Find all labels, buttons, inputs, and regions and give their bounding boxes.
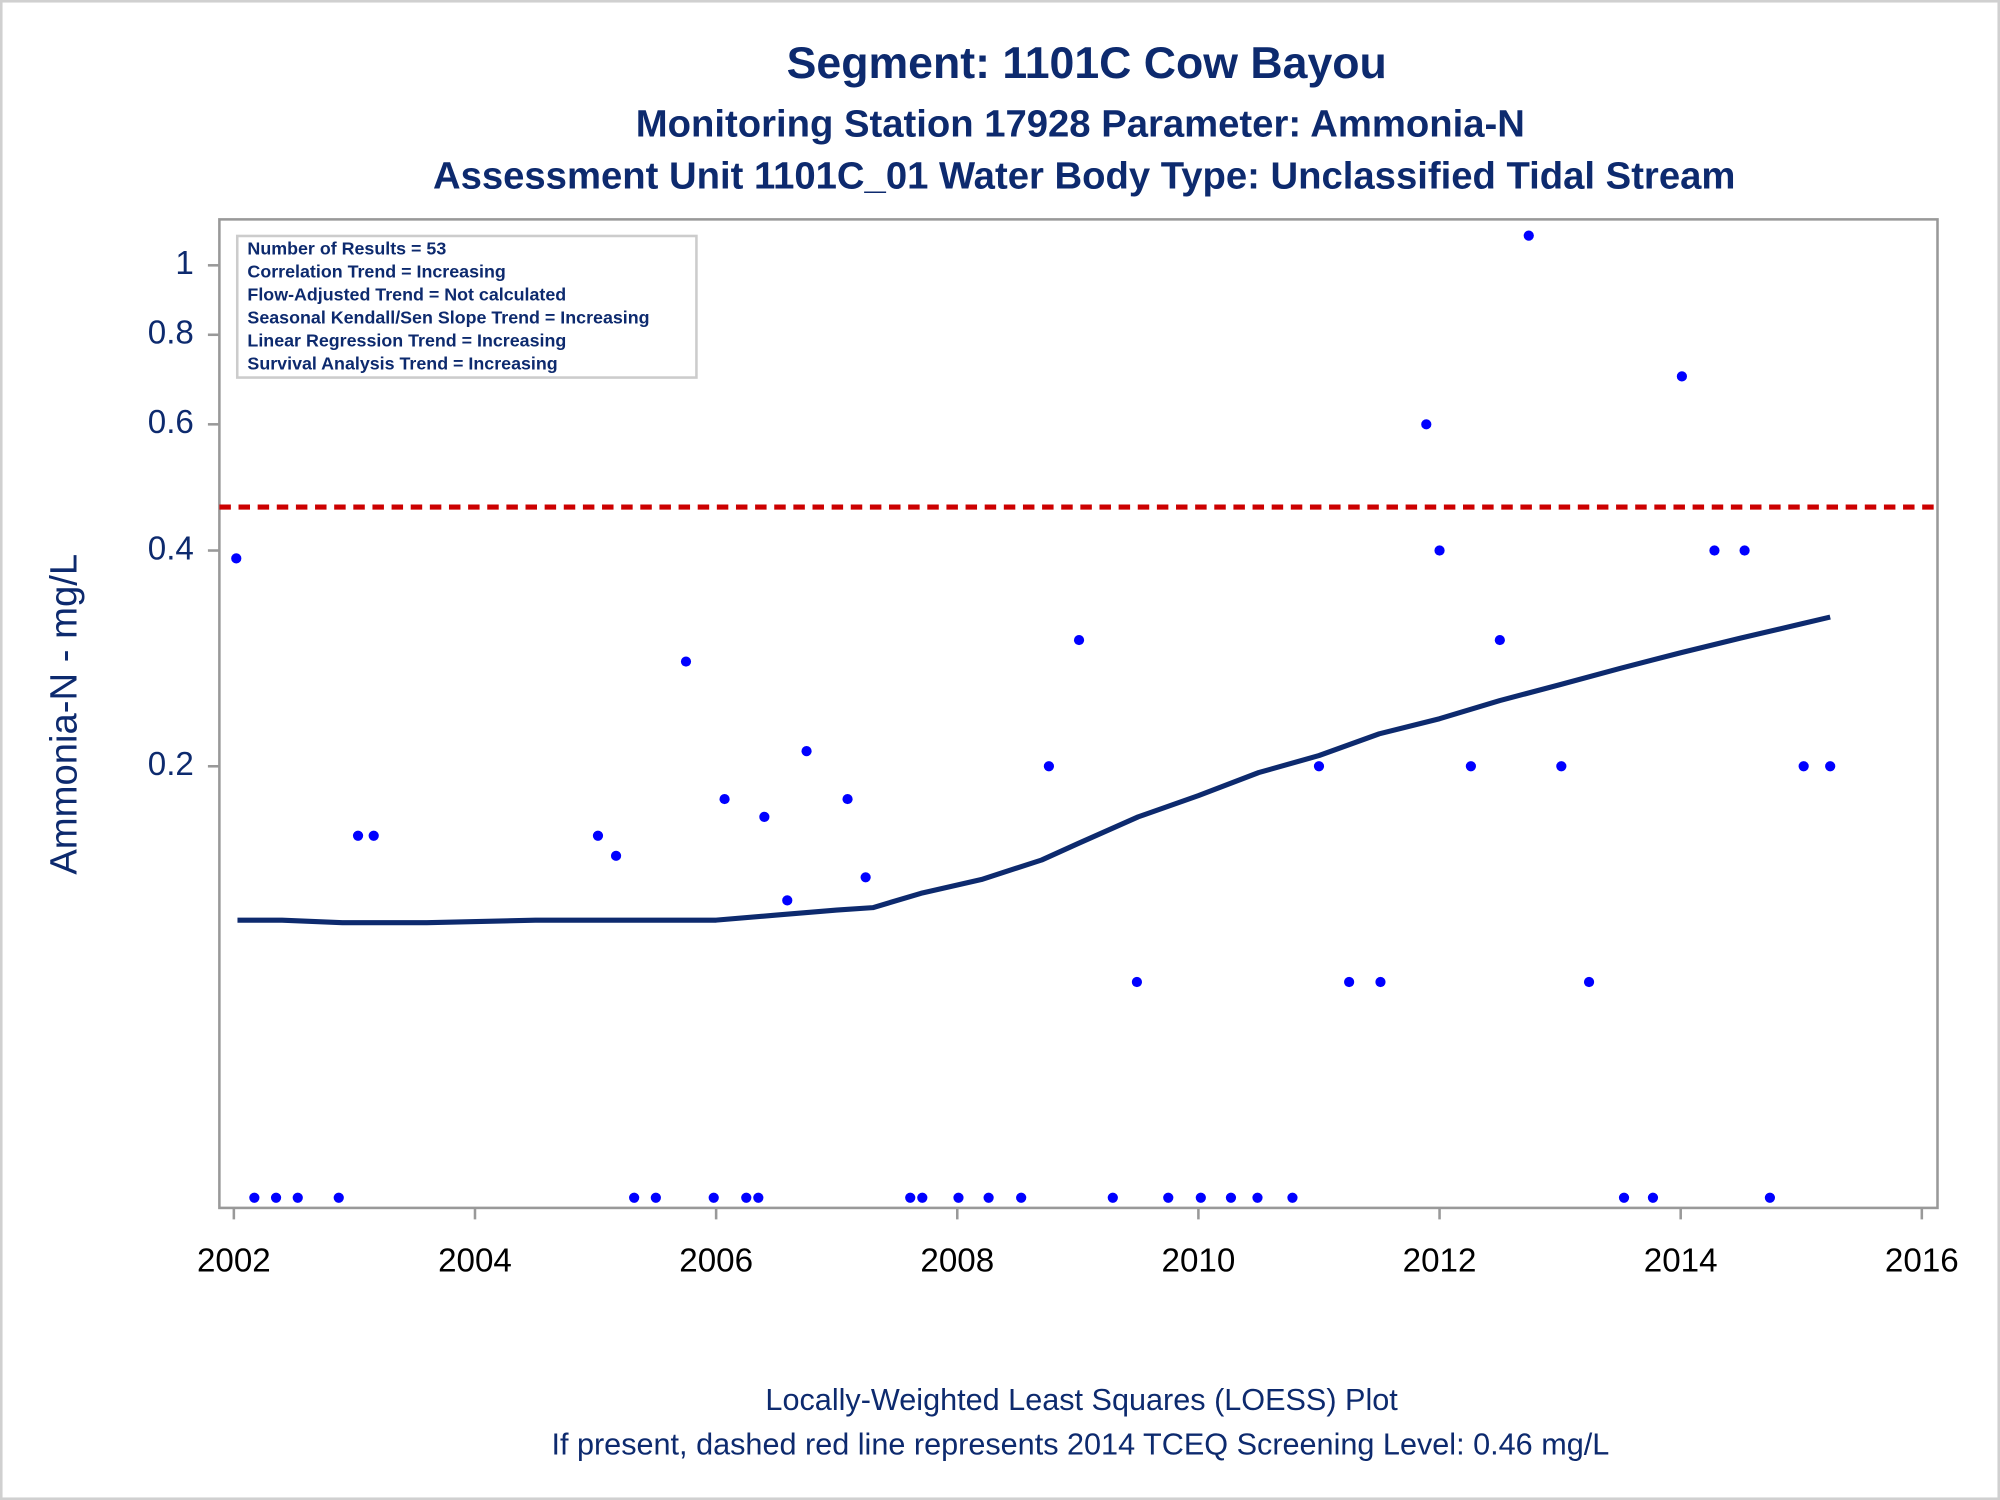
data-point: [1647, 1192, 1659, 1203]
data-point: [860, 872, 871, 883]
data-point: [1739, 545, 1750, 556]
data-point: [782, 895, 793, 906]
x-tick-label: 2004: [438, 1243, 512, 1280]
data-point: [905, 1192, 916, 1203]
y-axis-label: Ammonia-N - mg/L: [42, 554, 85, 875]
data-point: [270, 1192, 282, 1203]
data-point: [1225, 1192, 1237, 1203]
x-tick-label: 2016: [1885, 1243, 1959, 1280]
stats-line: Linear Regression Trend = Increasing: [247, 331, 566, 351]
data-point: [1618, 1192, 1630, 1203]
data-point: [249, 1192, 260, 1203]
loess-line: [237, 614, 1831, 926]
data-point: [680, 656, 692, 667]
footnote: If present, dashed red line represents 2…: [551, 1428, 1609, 1462]
data-point: [1313, 761, 1325, 772]
data-point: [753, 1192, 764, 1203]
plot-frame: [218, 218, 1939, 1210]
data-point: [610, 850, 622, 861]
data-point: [629, 1192, 640, 1203]
y-tick-label: 0.2: [148, 746, 194, 783]
data-point: [917, 1192, 928, 1203]
stats-line: Survival Analysis Trend = Increasing: [247, 354, 557, 374]
data-point: [1494, 634, 1505, 646]
data-point: [1421, 419, 1432, 430]
data-point: [1465, 761, 1476, 772]
y-tick-label: 0.8: [148, 315, 194, 352]
data-point: [1252, 1192, 1263, 1203]
x-tick-label: 2010: [1162, 1243, 1236, 1280]
stats-box: [235, 234, 698, 379]
x-tick-label: 2006: [679, 1243, 753, 1280]
data-point: [1556, 761, 1567, 772]
data-point: [719, 793, 730, 805]
chart-subtitle: Monitoring Station 17928 Parameter: Ammo…: [636, 102, 1525, 145]
data-point: [708, 1192, 719, 1203]
data-point: [983, 1192, 994, 1203]
data-point: [1523, 230, 1534, 241]
data-point: [842, 793, 853, 805]
data-point: [953, 1192, 964, 1203]
data-point: [1798, 761, 1809, 772]
data-point: [1676, 371, 1687, 382]
footnote: Locally-Weighted Least Squares (LOESS) P…: [765, 1383, 1398, 1417]
x-tick-label: 2002: [197, 1243, 271, 1280]
data-point: [650, 1192, 661, 1203]
data-point: [368, 830, 379, 841]
data-point: [801, 745, 812, 757]
x-tick-label: 2012: [1403, 1243, 1477, 1280]
data-point: [759, 811, 770, 822]
chart-subtitle-2: Assessment Unit 1101C_01 Water Body Type…: [433, 155, 1735, 198]
data-point: [1107, 1192, 1118, 1203]
data-point: [1163, 1192, 1174, 1203]
data-point: [333, 1192, 344, 1203]
stats-line: Number of Results = 53: [247, 239, 446, 259]
x-tick-label: 2014: [1644, 1243, 1718, 1280]
data-point: [1583, 976, 1595, 988]
data-point: [1195, 1192, 1206, 1203]
data-point: [352, 830, 364, 841]
chart-title: Segment: 1101C Cow Bayou: [787, 39, 1387, 88]
data-point: [1825, 761, 1836, 772]
data-point: [1344, 976, 1355, 988]
y-tick-label: 1: [175, 245, 193, 282]
data-point: [1131, 976, 1143, 988]
data-point: [1287, 1192, 1298, 1203]
data-point: [1709, 545, 1720, 556]
data-point: [292, 1192, 303, 1203]
y-tick-label: 0.6: [148, 404, 194, 441]
data-point: [1375, 976, 1386, 988]
data-point: [1016, 1192, 1027, 1203]
stats-line: Correlation Trend = Increasing: [247, 262, 505, 282]
data-point: [1764, 1192, 1776, 1203]
x-tick-label: 2008: [920, 1243, 994, 1280]
stats-line: Flow-Adjusted Trend = Not calculated: [247, 285, 566, 305]
data-point: [231, 553, 242, 564]
data-point: [1073, 634, 1085, 646]
stats-line: Seasonal Kendall/Sen Slope Trend = Incre…: [247, 308, 649, 328]
data-point: [1434, 545, 1445, 556]
y-tick-label: 0.4: [148, 530, 194, 567]
data-point: [741, 1192, 752, 1203]
data-point: [1043, 761, 1055, 772]
data-point: [592, 830, 604, 841]
